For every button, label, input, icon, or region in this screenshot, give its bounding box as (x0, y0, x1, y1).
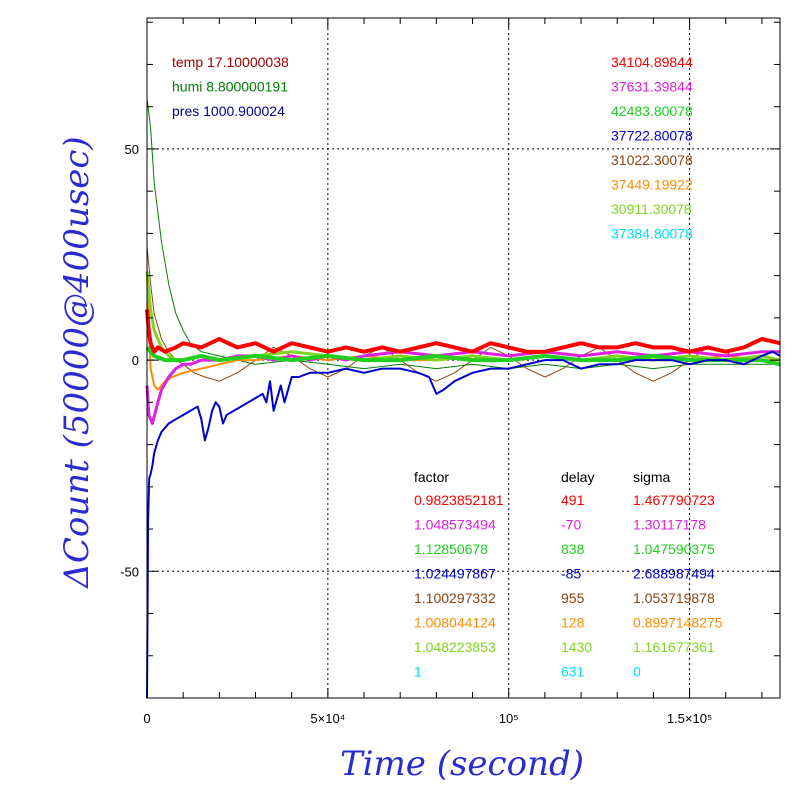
count-legend-entry: 37449.19922 (611, 177, 693, 193)
table-cell-sigma: 1.467790723 (633, 492, 715, 508)
table-cell-factor: 1.12850678 (414, 541, 488, 557)
table-cell-factor: 1.048223853 (414, 639, 496, 655)
count-legend-entry: 37631.39844 (611, 79, 693, 95)
x-tick-label: 5×10⁴ (310, 711, 345, 726)
count-legend-entry: 37384.80078 (611, 226, 693, 242)
environment-label: temp 17.10000038 (172, 54, 289, 70)
table-cell-delay: 955 (561, 590, 585, 606)
table-cell-sigma: 0.8997148275 (633, 615, 723, 631)
plot-frame (146, 17, 781, 699)
table-cell-sigma: 1.047590375 (633, 541, 715, 557)
table-cell-sigma: 0 (633, 664, 641, 680)
x-tick-label: 10⁵ (499, 711, 519, 726)
series-lines (145, 98, 781, 699)
series-line (145, 309, 781, 354)
count-legend-entry: 30911.30078 (611, 201, 692, 217)
table-cell-factor: 1.048573494 (414, 517, 496, 533)
count-legend-entry: 37722.80078 (611, 128, 693, 144)
table-header: sigma (633, 469, 671, 485)
table-cell-factor: 0.9823852181 (414, 492, 504, 508)
y-tick-label: -50 (120, 564, 139, 579)
table-cell-delay: 128 (561, 615, 585, 631)
table-cell-sigma: 1.053719878 (633, 590, 715, 606)
x-tick-label: 0 (143, 711, 150, 726)
table-cell-delay: -70 (561, 517, 581, 533)
table-cell-delay: -85 (561, 566, 581, 582)
table-cell-factor: 1.100297332 (414, 590, 496, 606)
table-cell-factor: 1 (414, 664, 422, 680)
table-cell-delay: 491 (561, 492, 585, 508)
x-tick-label: 1.5×10⁵ (667, 711, 713, 726)
table-cell-factor: 1.008044124 (414, 615, 496, 631)
table-header: factor (414, 469, 449, 485)
count-legend-entry: 42483.80078 (611, 103, 693, 119)
table-cell-factor: 1.024497867 (414, 566, 496, 582)
table-cell-sigma: 1.30117178 (633, 517, 706, 533)
table-cell-sigma: 1.161677361 (633, 639, 715, 655)
table-cell-delay: 631 (561, 664, 585, 680)
count-legend-entry: 31022.30078 (611, 152, 693, 168)
series-line (145, 350, 780, 425)
annotations: temp 17.10000038 humi 8.800000191 pres 100… (172, 54, 723, 680)
y-tick-label: 0 (132, 353, 139, 368)
table-cell-sigma: 2.688987494 (633, 566, 715, 582)
table-cell-delay: 1430 (561, 639, 592, 655)
series-line (146, 350, 781, 699)
environment-label: pres 1000.900024 (172, 103, 285, 119)
table-header: delay (561, 469, 594, 485)
count-legend-entry: 34104.89844 (611, 54, 693, 70)
y-axis-title: ΔCount (50000@400usec) (57, 136, 97, 589)
series-line (146, 98, 780, 370)
x-axis-title: Time (second) (340, 744, 584, 784)
environment-label: humi 8.800000191 (172, 79, 288, 95)
y-tick-label: 50 (125, 142, 139, 157)
table-cell-delay: 838 (561, 541, 585, 557)
axis-ticks: 0 5×10⁴ 10⁵ 1.5×10⁵ 50 0 -50 (120, 18, 780, 726)
series-line (145, 346, 781, 367)
